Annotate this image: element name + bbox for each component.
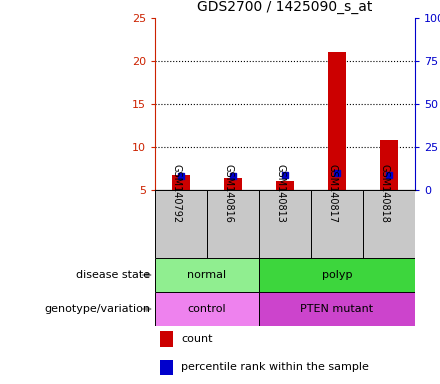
Bar [259, 190, 311, 258]
Bar [363, 190, 415, 258]
Text: control: control [188, 304, 226, 314]
Bar [311, 190, 363, 258]
Text: GSM140816: GSM140816 [223, 164, 233, 223]
Bar [380, 140, 398, 190]
Bar [276, 180, 294, 190]
Bar [328, 52, 346, 190]
Text: GSM140813: GSM140813 [275, 164, 285, 223]
Text: normal: normal [187, 270, 227, 280]
Text: disease state: disease state [77, 270, 150, 280]
Title: GDS2700 / 1425090_s_at: GDS2700 / 1425090_s_at [197, 0, 373, 14]
Bar [160, 331, 173, 347]
Text: PTEN mutant: PTEN mutant [301, 304, 374, 314]
Text: count: count [181, 334, 213, 344]
Bar [207, 190, 259, 258]
Bar [259, 258, 415, 292]
Bar [155, 258, 259, 292]
Bar [259, 292, 415, 326]
Text: genotype/variation: genotype/variation [44, 304, 150, 314]
Bar [172, 174, 190, 190]
Text: GSM140792: GSM140792 [171, 164, 181, 223]
Text: percentile rank within the sample: percentile rank within the sample [181, 362, 369, 372]
Text: polyp: polyp [322, 270, 352, 280]
Bar [160, 359, 173, 375]
Bar [155, 292, 259, 326]
Text: GSM140818: GSM140818 [379, 164, 389, 223]
Text: GSM140817: GSM140817 [327, 164, 337, 223]
Bar [224, 178, 242, 190]
Bar [155, 190, 207, 258]
